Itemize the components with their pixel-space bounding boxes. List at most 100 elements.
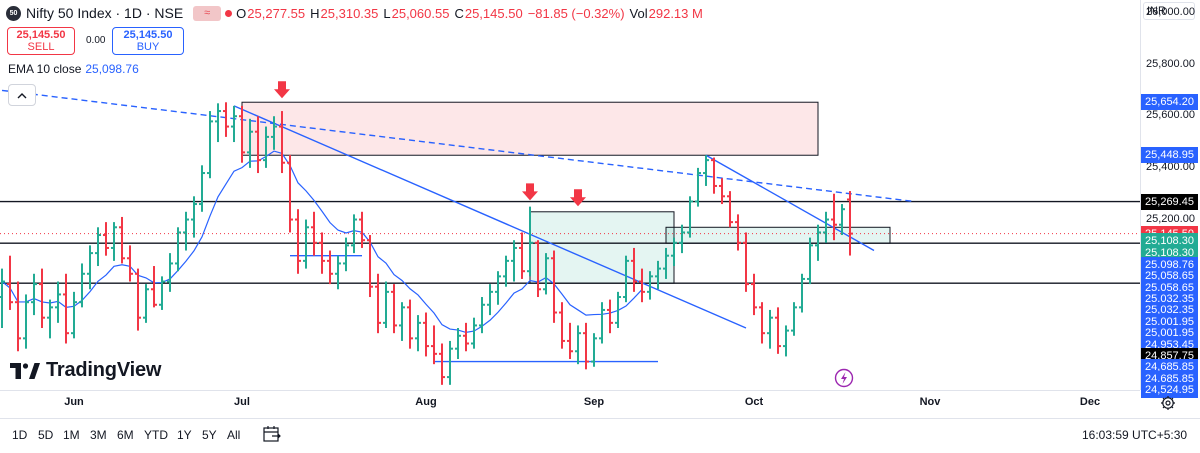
symbol-legend[interactable]: 50 Nifty 50 Index · 1D · NSE ≈ O25,277.5… — [0, 0, 708, 26]
ohlc-bar — [423, 312, 429, 357]
dashed-trendline — [1, 89, 915, 203]
ohlc-label: O — [236, 5, 247, 21]
ohlc-bar — [415, 315, 421, 352]
bottom-toolbar — [0, 418, 1200, 453]
ohlc-bar — [719, 178, 725, 205]
ohlc-bar — [479, 297, 485, 334]
ohlc-bar — [231, 105, 237, 143]
ohlc-bar — [351, 214, 357, 254]
range-button-1y[interactable]: 1Y — [177, 428, 192, 442]
ohlc-value: 25,145.50 — [464, 5, 523, 21]
ohlc-bar — [703, 155, 709, 186]
ohlc-label: H — [310, 5, 320, 21]
ohlc-bar — [167, 253, 173, 292]
ohlc-values: O25,277.55 H25,310.35 L25,060.55 C25,145.50… — [236, 6, 708, 21]
time-tick-label: Aug — [415, 396, 437, 408]
ohlc-bar — [591, 333, 597, 367]
price-chart[interactable] — [0, 0, 1140, 390]
ohlc-bar — [503, 255, 509, 287]
ohlc-bar — [743, 232, 749, 292]
ohlc-bar — [127, 245, 133, 282]
ohlc-bar — [327, 250, 333, 285]
ohlc-bar — [583, 322, 589, 370]
calendar-range-icon[interactable] — [262, 425, 282, 443]
range-button-5y[interactable]: 5Y — [202, 428, 217, 442]
tradingview-logo-icon — [10, 362, 40, 379]
ohlc-bar — [135, 268, 141, 331]
ohlc-bar — [815, 224, 821, 261]
ohlc-bar — [31, 273, 37, 316]
ohlc-bar — [847, 191, 853, 256]
ohlc-bar — [0, 268, 5, 329]
ema-legend[interactable]: EMA 10 close 25,098.76 — [8, 62, 139, 76]
ohlc-bar — [711, 157, 717, 194]
spread-value: 0.00 — [86, 35, 106, 46]
price-tick-label: 25,800.00 — [1146, 57, 1195, 70]
sell-button[interactable]: 25,145.50 SELL — [7, 27, 75, 55]
ohlc-bar — [151, 266, 157, 308]
ohlc-bar — [15, 281, 21, 352]
compare-icon[interactable]: ≈ — [193, 5, 222, 21]
lightning-icon[interactable] — [834, 368, 854, 388]
range-button-ytd[interactable]: YTD — [144, 428, 168, 442]
range-button-1d[interactable]: 1D — [12, 428, 28, 442]
gear-icon[interactable] — [1160, 395, 1176, 411]
range-button-5d[interactable]: 5D — [38, 428, 54, 442]
ohlc-bar — [263, 126, 269, 168]
zone-resistance — [241, 101, 819, 156]
ohlc-bar — [375, 273, 381, 334]
range-button-3m[interactable]: 3M — [90, 428, 107, 442]
zone-support — [529, 211, 675, 284]
ohlc-bar — [447, 340, 453, 385]
ohlc-bar — [111, 222, 117, 261]
chevron-up-icon — [17, 92, 27, 98]
ohlc-bar — [287, 154, 293, 233]
price-marker-label[interactable]: 25,269.45 — [1141, 193, 1198, 210]
clock[interactable]: 16:03:59 UTC+5:30 — [1082, 428, 1188, 442]
trendline — [233, 105, 747, 329]
ohlc-bar — [47, 299, 53, 339]
ohlc-bar — [383, 281, 389, 329]
ohlc-bar — [303, 219, 309, 269]
down-arrow-marker — [274, 81, 290, 99]
collapse-legend-button[interactable] — [8, 84, 36, 106]
symbol-logo: 50 — [6, 5, 21, 21]
ohlc-bar — [831, 193, 837, 241]
range-button-6m[interactable]: 6M — [117, 428, 134, 442]
ohlc-bar — [735, 214, 741, 251]
down-arrow-marker — [522, 183, 538, 201]
range-button-1m[interactable]: 1M — [63, 428, 80, 442]
ohlc-bar — [367, 235, 373, 298]
buy-label: BUY — [136, 41, 160, 53]
ohlc-bar — [191, 196, 197, 238]
price-marker-label[interactable]: 25,654.20 — [1141, 94, 1198, 111]
currency-selector[interactable]: INR — [1143, 2, 1195, 20]
time-axis[interactable] — [0, 390, 1140, 419]
range-button-all[interactable]: All — [227, 428, 241, 442]
time-tick-label: Oct — [744, 396, 764, 408]
price-tick-label: 25,600.00 — [1146, 109, 1195, 122]
ohlc-bar — [255, 116, 261, 174]
ohlc-bar — [455, 328, 461, 360]
ohlc-bar — [247, 118, 253, 168]
tradingview-logo[interactable]: TradingView — [10, 359, 161, 382]
ohlc-bar — [239, 105, 245, 163]
buy-button[interactable]: 25,145.50 BUY — [112, 27, 184, 55]
price-marker-label[interactable]: 24,524.95 — [1141, 382, 1198, 398]
ohlc-bar — [767, 309, 773, 349]
ohlc-bar — [79, 263, 85, 308]
ohlc-bar — [103, 222, 109, 256]
ohlc-bar — [207, 111, 213, 179]
ohlc-bar — [671, 237, 677, 267]
price-marker-label[interactable]: 25,448.95 — [1141, 147, 1198, 164]
price-tick-label: 25,400.00 — [1146, 160, 1195, 173]
trendline — [705, 154, 875, 252]
ohlc-bar — [143, 284, 149, 323]
ohlc-bar — [159, 276, 165, 310]
symbol-title[interactable]: Nifty 50 Index · 1D · NSE — [26, 5, 184, 21]
ohlc-label: Vol — [629, 5, 648, 21]
ohlc-bar — [655, 260, 661, 290]
ohlc-value: 25,060.55 — [391, 5, 450, 21]
tradingview-logo-text: TradingView — [46, 359, 162, 381]
